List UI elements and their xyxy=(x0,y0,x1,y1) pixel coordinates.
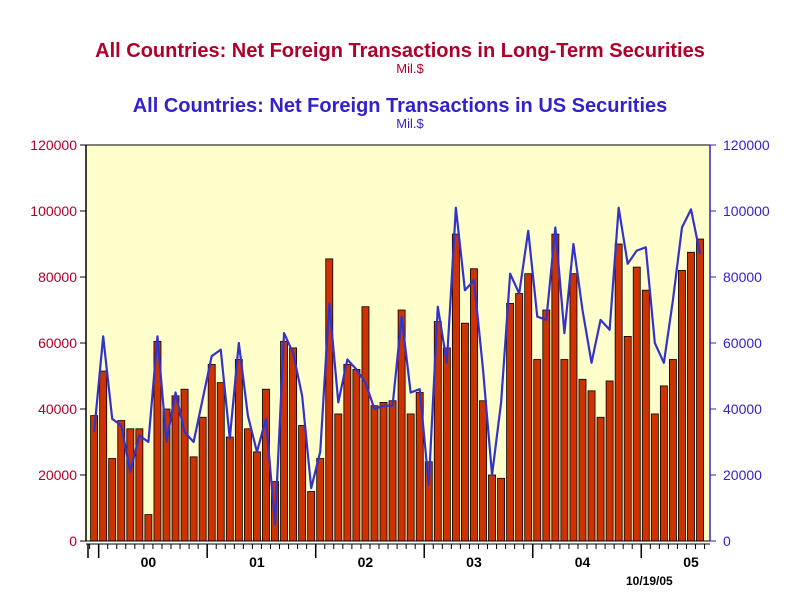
bar-58 xyxy=(614,243,623,542)
bar-64 xyxy=(668,359,677,542)
bar-24 xyxy=(307,491,316,542)
left-tick-label-3: 60000 xyxy=(38,335,77,351)
bar-35 xyxy=(406,413,415,542)
bar-31 xyxy=(370,405,379,542)
x-label-01: 01 xyxy=(249,554,265,570)
right-tick-label-2: 40000 xyxy=(723,401,762,417)
bar-61 xyxy=(641,289,650,542)
x-label-00: 00 xyxy=(141,554,157,570)
bar-43 xyxy=(479,400,487,542)
right-tick-label-6: 120000 xyxy=(723,137,770,153)
bar-40 xyxy=(451,233,460,542)
bar-26 xyxy=(325,258,334,542)
bar-25 xyxy=(316,458,325,542)
bar-13 xyxy=(207,364,216,542)
bar-66 xyxy=(687,251,695,542)
right-tick-label-5: 100000 xyxy=(723,203,770,219)
bar-18 xyxy=(252,451,261,542)
bar-53 xyxy=(569,273,578,542)
bar-60 xyxy=(632,266,641,542)
bar-56 xyxy=(596,416,605,542)
bar-32 xyxy=(379,401,388,542)
x-label-04: 04 xyxy=(575,554,591,570)
bar-48 xyxy=(524,273,533,542)
right-tick-label-1: 20000 xyxy=(723,467,762,483)
bar-17 xyxy=(243,428,252,542)
bar-44 xyxy=(488,474,496,542)
bar-28 xyxy=(343,364,352,542)
bar-19 xyxy=(262,388,270,542)
bar-63 xyxy=(659,385,668,542)
right-tick-label-0: 0 xyxy=(723,533,731,549)
bar-41 xyxy=(460,322,469,542)
bar-4 xyxy=(126,428,135,542)
bar-10 xyxy=(180,388,189,542)
bar-15 xyxy=(225,436,234,542)
bar-50 xyxy=(542,309,551,542)
chart-title-2: All Countries: Net Foreign Transactions … xyxy=(132,95,668,117)
bar-49 xyxy=(533,359,542,542)
bar-59 xyxy=(623,335,632,542)
bar-14 xyxy=(216,382,225,542)
date-stamp: 10/19/05 xyxy=(626,574,673,588)
bar-57 xyxy=(605,380,614,542)
bar-65 xyxy=(678,269,686,542)
chart-title-1-unit: Mil.$ xyxy=(396,61,424,76)
left-tick-label-2: 40000 xyxy=(38,401,77,417)
bar-6 xyxy=(144,514,153,542)
bar-46 xyxy=(506,302,515,542)
bar-27 xyxy=(334,413,343,542)
bar-23 xyxy=(298,425,307,542)
bar-47 xyxy=(515,293,524,542)
bar-39 xyxy=(442,347,451,542)
x-label-02: 02 xyxy=(358,554,374,570)
left-tick-label-0: 0 xyxy=(69,533,77,549)
bar-1 xyxy=(99,370,108,542)
bar-67 xyxy=(696,238,704,542)
bar-2 xyxy=(108,458,117,542)
x-label-03: 03 xyxy=(466,554,482,570)
bar-9 xyxy=(171,395,180,542)
bar-54 xyxy=(578,378,587,542)
bar-51 xyxy=(551,233,560,542)
bar-33 xyxy=(388,400,397,542)
bar-11 xyxy=(189,456,198,542)
x-label-05: 05 xyxy=(683,554,699,570)
left-tick-label-5: 100000 xyxy=(30,203,77,219)
right-tick-label-3: 60000 xyxy=(723,335,762,351)
bar-52 xyxy=(560,359,569,542)
bar-55 xyxy=(587,390,596,542)
bar-16 xyxy=(234,359,243,542)
bar-30 xyxy=(361,306,370,542)
series-line-us-securities xyxy=(93,206,702,526)
bar-12 xyxy=(198,416,207,542)
chart-title-2-unit: Mil.$ xyxy=(396,116,424,131)
bar-29 xyxy=(352,368,361,542)
chart-title-1: All Countries: Net Foreign Transactions … xyxy=(95,40,705,62)
bar-45 xyxy=(497,477,506,542)
left-tick-label-1: 20000 xyxy=(38,467,77,483)
left-tick-label-6: 120000 xyxy=(30,137,77,153)
left-tick-label-4: 80000 xyxy=(38,269,77,285)
bar-62 xyxy=(650,413,659,542)
bar-22 xyxy=(289,347,298,542)
bar-0 xyxy=(90,415,99,542)
right-tick-label-4: 80000 xyxy=(723,269,762,285)
